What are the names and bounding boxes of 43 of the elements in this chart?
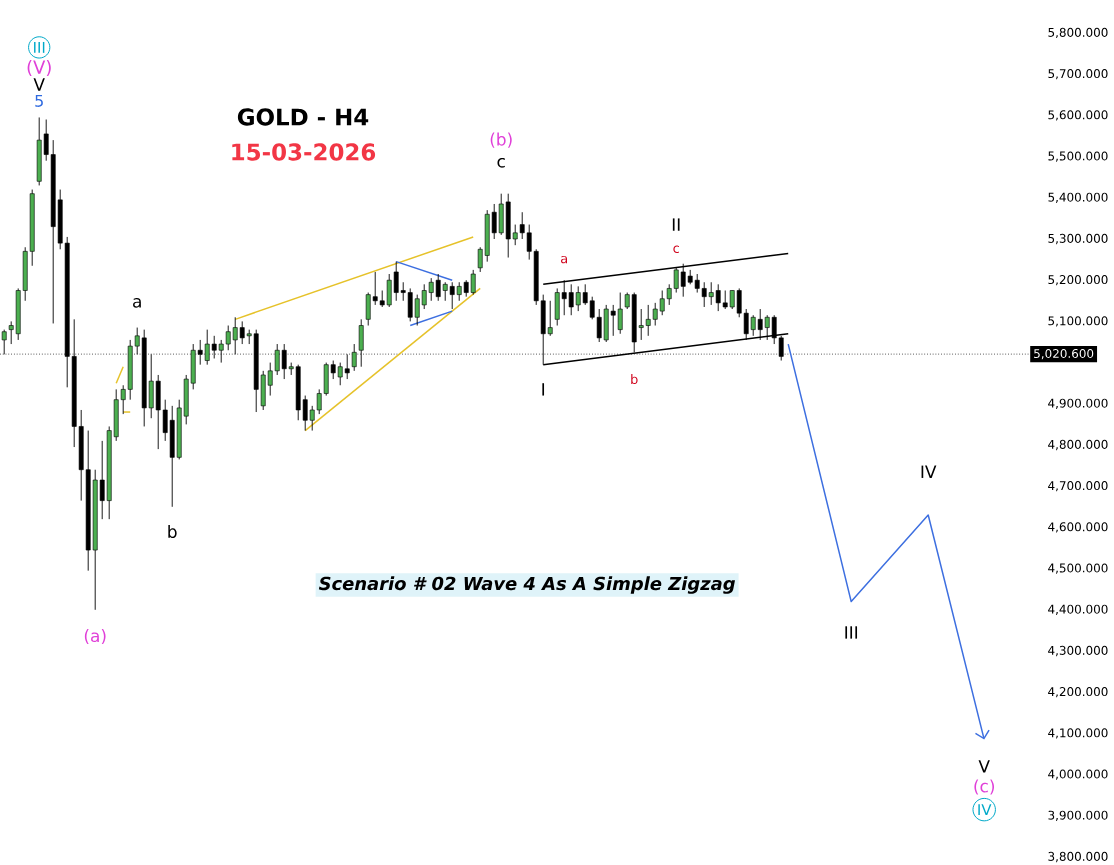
y-tick-label: 5,100.000 bbox=[1048, 316, 1108, 327]
annotation: (V) bbox=[27, 60, 51, 76]
annotation: b bbox=[168, 524, 177, 539]
y-tick-label: 4,600.000 bbox=[1048, 522, 1108, 533]
annotation: (a) bbox=[84, 629, 106, 645]
y-tick-label: 4,700.000 bbox=[1048, 481, 1108, 492]
y-tick-label: 5,700.000 bbox=[1048, 69, 1108, 80]
y-tick-label: 5,600.000 bbox=[1048, 110, 1108, 121]
y-tick-label: 4,200.000 bbox=[1048, 687, 1108, 698]
y-tick-label: 4,400.000 bbox=[1048, 604, 1108, 615]
annotation: I bbox=[542, 383, 545, 396]
text: GOLD - H4 bbox=[237, 108, 369, 126]
y-tick-label: 5,200.000 bbox=[1048, 275, 1108, 286]
y-tick-label: 3,900.000 bbox=[1048, 810, 1108, 821]
y-tick-label: 3,800.000 bbox=[1048, 851, 1108, 863]
y-tick-label: 4,900.000 bbox=[1048, 398, 1108, 409]
y-tick-label: 5,800.000 bbox=[1048, 27, 1108, 39]
annotation: c bbox=[497, 157, 505, 168]
annotation: V bbox=[33, 78, 45, 91]
ref-line-label: 5,020.600 bbox=[1034, 348, 1094, 360]
y-tick-label: 4,500.000 bbox=[1048, 563, 1108, 574]
y-tick-label: 4,800.000 bbox=[1048, 439, 1108, 451]
annotation: IV bbox=[921, 465, 937, 478]
y-tick-label: 5,300.000 bbox=[1048, 233, 1108, 245]
annotation: 5 bbox=[35, 95, 43, 107]
annotation: a bbox=[133, 297, 141, 308]
annotation: III bbox=[845, 626, 858, 639]
y-tick-label: 5,400.000 bbox=[1048, 192, 1108, 203]
y-tick-label: 4,300.000 bbox=[1048, 645, 1108, 657]
annotation: (c) bbox=[974, 779, 995, 795]
annotation: Scenario # 02 Wave 4 As A Simple Zigzag bbox=[318, 576, 735, 594]
y-tick-label: 5,500.000 bbox=[1048, 151, 1108, 162]
annotation: c bbox=[673, 245, 679, 254]
y-tick-label: 4,100.000 bbox=[1048, 728, 1108, 739]
y-tick-label: 4,000.000 bbox=[1048, 769, 1108, 780]
annotation: V bbox=[978, 760, 990, 773]
annotation: II bbox=[672, 218, 680, 231]
annotation: III bbox=[34, 41, 45, 53]
annotation: a bbox=[561, 255, 567, 264]
annotation: IV bbox=[978, 804, 992, 816]
text: 15-03-2026 bbox=[232, 143, 376, 161]
annotation: b bbox=[631, 374, 638, 385]
annotation: (b) bbox=[490, 132, 512, 148]
